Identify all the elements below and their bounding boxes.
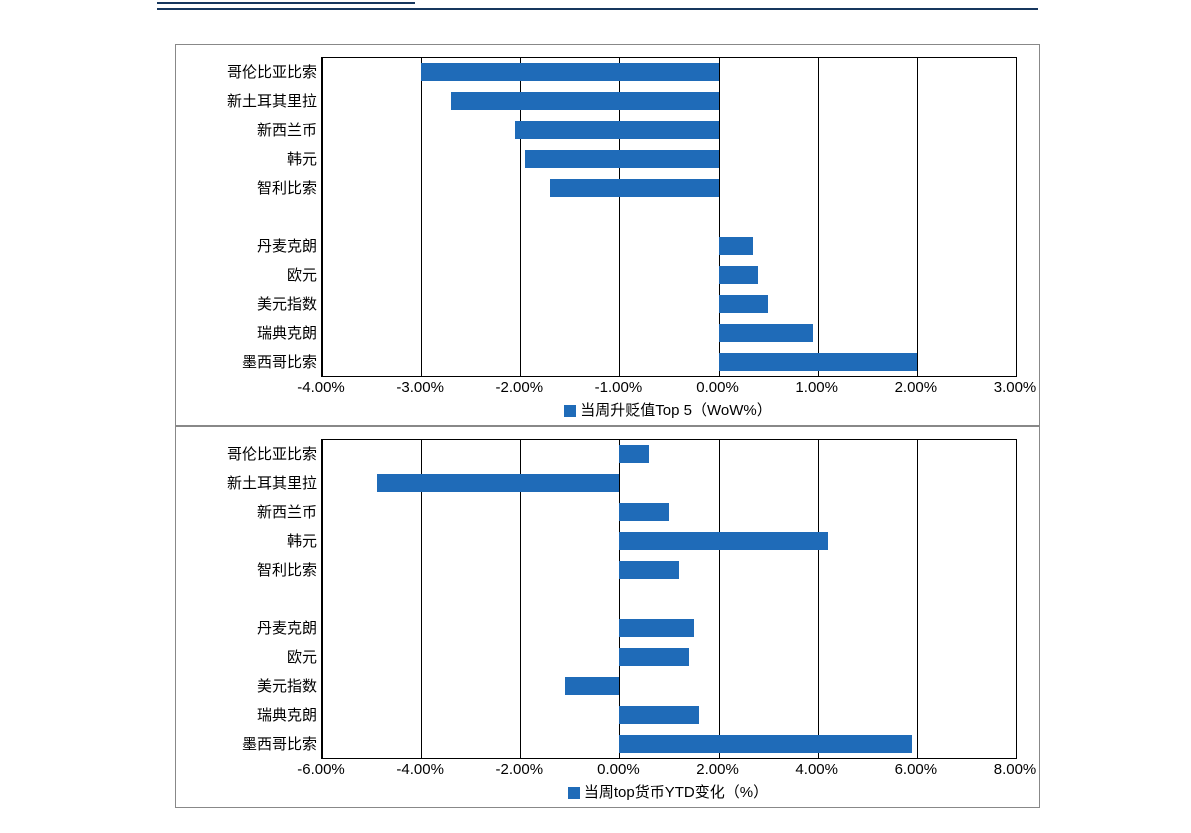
gridline	[1016, 58, 1017, 376]
y-category-label: 智利比索	[187, 559, 317, 580]
y-category-label: 丹麦克朗	[187, 617, 317, 638]
y-category-label: 墨西哥比索	[187, 351, 317, 372]
x-tick-label: 6.00%	[895, 761, 938, 778]
x-tick-label: -1.00%	[595, 379, 643, 396]
x-tick-label: -6.00%	[297, 761, 345, 778]
data-bar	[451, 92, 719, 110]
y-category-label: 瑞典克朗	[187, 322, 317, 343]
data-bar	[619, 532, 827, 550]
data-bar	[565, 677, 620, 695]
legend-label: 当周升贬值Top 5（WoW%）	[580, 402, 771, 419]
x-tick-label: 0.00%	[597, 761, 640, 778]
y-category-label: 新土耳其里拉	[187, 472, 317, 493]
x-tick-label: 2.00%	[696, 761, 739, 778]
y-category-label: 新土耳其里拉	[187, 90, 317, 111]
y-category-label: 欧元	[187, 646, 317, 667]
data-bar	[619, 706, 698, 724]
data-bar	[515, 121, 718, 139]
y-category-label: 欧元	[187, 264, 317, 285]
data-bar	[719, 353, 917, 371]
x-tick-label: -2.00%	[496, 379, 544, 396]
y-category-label: 新西兰币	[187, 501, 317, 522]
y-category-label: 韩元	[187, 530, 317, 551]
y-category-label: 韩元	[187, 148, 317, 169]
x-tick-label: -3.00%	[396, 379, 444, 396]
header-rule-short	[157, 2, 415, 4]
y-category-label: 新西兰币	[187, 119, 317, 140]
data-bar	[619, 619, 693, 637]
chart-ytd-change: -6.00% -4.00% -2.00% 0.00% 2.00% 4.00% 6.00% 8.…	[175, 426, 1040, 808]
data-bar	[377, 474, 620, 492]
data-bar	[719, 295, 769, 313]
data-bar	[421, 63, 718, 81]
gridline	[818, 440, 819, 758]
y-category-label: 哥伦比亚比索	[187, 443, 317, 464]
y-category-label: 美元指数	[187, 293, 317, 314]
x-tick-label: 3.00%	[994, 379, 1037, 396]
chart-wow-top5-plot-area	[321, 57, 1017, 377]
x-tick-label: -2.00%	[496, 761, 544, 778]
legend-swatch	[564, 405, 576, 417]
y-category-label: 智利比索	[187, 177, 317, 198]
y-category-label: 墨西哥比索	[187, 733, 317, 754]
data-bar	[719, 266, 759, 284]
data-bar	[619, 503, 669, 521]
data-bar	[719, 324, 813, 342]
gridline	[1016, 440, 1017, 758]
gridline	[421, 58, 422, 376]
gridline	[719, 440, 720, 758]
chart-ytd-change-plot-area	[321, 439, 1017, 759]
y-category-label: 美元指数	[187, 675, 317, 696]
data-bar	[619, 445, 649, 463]
data-bar	[619, 735, 911, 753]
legend-label: 当周top货币YTD变化（%）	[584, 784, 768, 801]
x-tick-label: 8.00%	[994, 761, 1037, 778]
x-tick-label: 2.00%	[895, 379, 938, 396]
gridline	[917, 58, 918, 376]
y-category-label: 哥伦比亚比索	[187, 61, 317, 82]
header-rule-long	[157, 8, 1038, 10]
gridline	[322, 58, 323, 376]
chart-ytd-change-legend: 当周top货币YTD变化（%）	[321, 781, 1015, 802]
data-bar	[525, 150, 718, 168]
data-bar	[550, 179, 719, 197]
x-tick-label: 0.00%	[696, 379, 739, 396]
data-bar	[619, 561, 678, 579]
x-tick-label: -4.00%	[396, 761, 444, 778]
y-category-label: 丹麦克朗	[187, 235, 317, 256]
data-bar	[619, 648, 688, 666]
x-tick-label: 1.00%	[795, 379, 838, 396]
x-tick-label: -4.00%	[297, 379, 345, 396]
gridline	[818, 58, 819, 376]
data-bar	[719, 237, 754, 255]
gridline	[917, 440, 918, 758]
x-tick-label: 4.00%	[795, 761, 838, 778]
legend-swatch	[568, 787, 580, 799]
gridline	[322, 440, 323, 758]
y-category-label: 瑞典克朗	[187, 704, 317, 725]
chart-wow-top5: -4.00% -3.00% -2.00% -1.00% 0.00% 1.00% 2.00% 3…	[175, 44, 1040, 426]
chart-wow-top5-legend: 当周升贬值Top 5（WoW%）	[321, 399, 1015, 420]
